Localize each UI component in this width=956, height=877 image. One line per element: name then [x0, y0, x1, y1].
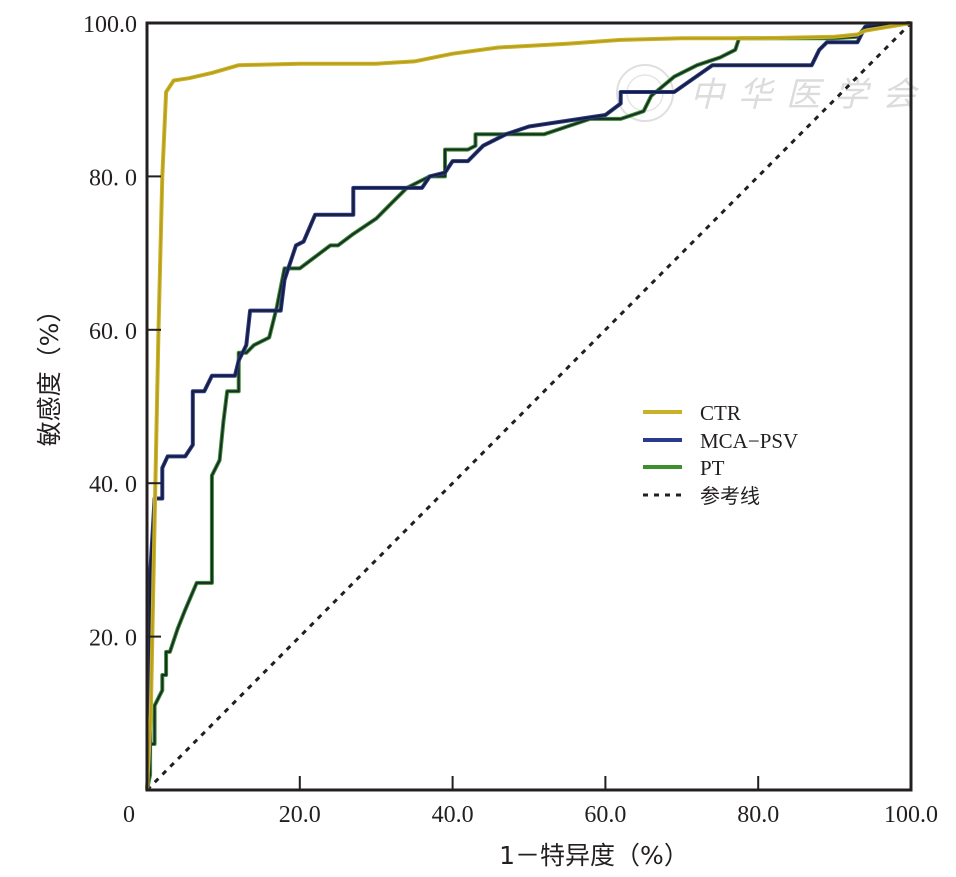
series-line-reference — [145, 21, 913, 792]
series-line-ctr — [146, 22, 912, 791]
y-tick-label: 80. 0 — [89, 165, 137, 191]
x-tick-label: 60.0 — [584, 802, 626, 828]
x-axis-title: 1－特异度（%） — [499, 841, 689, 870]
y-axis-title: 敏感度（%） — [35, 298, 64, 447]
legend-item-pt: PT — [643, 456, 725, 480]
series-line-pt — [146, 22, 912, 791]
x-tick-label: 100.0 — [884, 802, 938, 828]
legend-label-reference: 参考线 — [700, 484, 760, 508]
x-tick-label: 40.0 — [432, 802, 474, 828]
y-tick-label: 40. 0 — [89, 472, 137, 498]
watermark-text: 中华医学会 — [690, 75, 930, 115]
watermark: 中华医学会 — [616, 64, 930, 122]
legend-item-reference: 参考线 — [643, 484, 760, 508]
y-tick-label: 60. 0 — [89, 319, 137, 345]
y-tick-label: 100.0 — [83, 12, 137, 38]
plot-area — [145, 21, 913, 792]
series-line-mca-psv — [146, 22, 912, 791]
legend-item-ctr: CTR — [643, 401, 741, 425]
legend: CTR MCA−PSV PT 参考线 — [643, 401, 798, 508]
legend-item-mca-psv: MCA−PSV — [643, 429, 798, 453]
legend-label-ctr: CTR — [700, 401, 741, 425]
legend-label-pt: PT — [700, 456, 725, 480]
y-tick-label: 20. 0 — [89, 626, 137, 652]
legend-label-mca-psv: MCA−PSV — [700, 429, 798, 453]
plot-frame — [145, 21, 913, 792]
y-axis: 20. 0 40. 0 60. 0 80. 0 100.0 — [83, 12, 161, 652]
x-axis: 0 20.0 40.0 60.0 80.0 100.0 — [123, 776, 938, 828]
x-tick-label: 0 — [123, 802, 135, 828]
x-tick-label: 80.0 — [737, 802, 779, 828]
x-tick-label: 20.0 — [279, 802, 321, 828]
